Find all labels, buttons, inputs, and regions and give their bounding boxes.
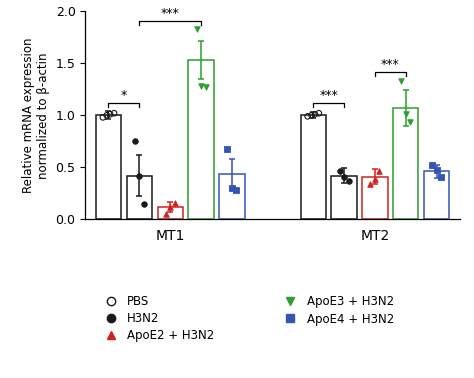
Point [371,176,379,182]
Text: MT2: MT2 [360,229,390,243]
Bar [96,115,121,219]
Point [106,111,114,117]
Point [367,181,374,187]
Point [304,113,311,119]
Point [311,111,319,117]
Point [224,146,231,152]
Text: MT1: MT1 [155,229,185,243]
Bar [362,177,388,219]
Point [336,169,343,175]
Bar [157,207,183,219]
Point [166,204,174,210]
Point [162,211,170,217]
Text: ***: *** [319,89,338,102]
Point [202,84,210,90]
Bar [188,60,214,219]
Point [171,200,178,206]
Point [375,169,383,175]
Point [407,119,414,125]
Point [103,112,110,118]
Point [402,111,410,117]
Text: *: * [121,89,127,102]
Point [136,173,143,179]
Bar [301,115,326,219]
Bar [393,108,419,219]
Point [131,138,138,144]
Point [110,110,118,116]
Point [398,78,405,84]
Point [99,115,107,121]
Bar [424,172,449,219]
Bar [127,176,152,219]
Bar [219,174,245,219]
Point [197,83,205,89]
Point [228,185,236,191]
Point [428,162,436,168]
Point [340,174,348,180]
Legend: ApoE3 + H3N2, ApoE4 + H3N2: ApoE3 + H3N2, ApoE4 + H3N2 [278,296,394,325]
Y-axis label: Relative mRNA expression
normalized to β-actin: Relative mRNA expression normalized to β… [22,37,50,193]
Point [140,201,147,207]
Point [315,110,323,116]
Point [233,187,240,193]
Text: ***: *** [161,7,180,20]
Point [308,112,315,118]
Point [193,26,201,32]
Point [433,167,440,174]
Text: ***: *** [381,57,400,71]
Point [438,174,445,180]
Bar [331,176,357,219]
Point [345,178,352,184]
